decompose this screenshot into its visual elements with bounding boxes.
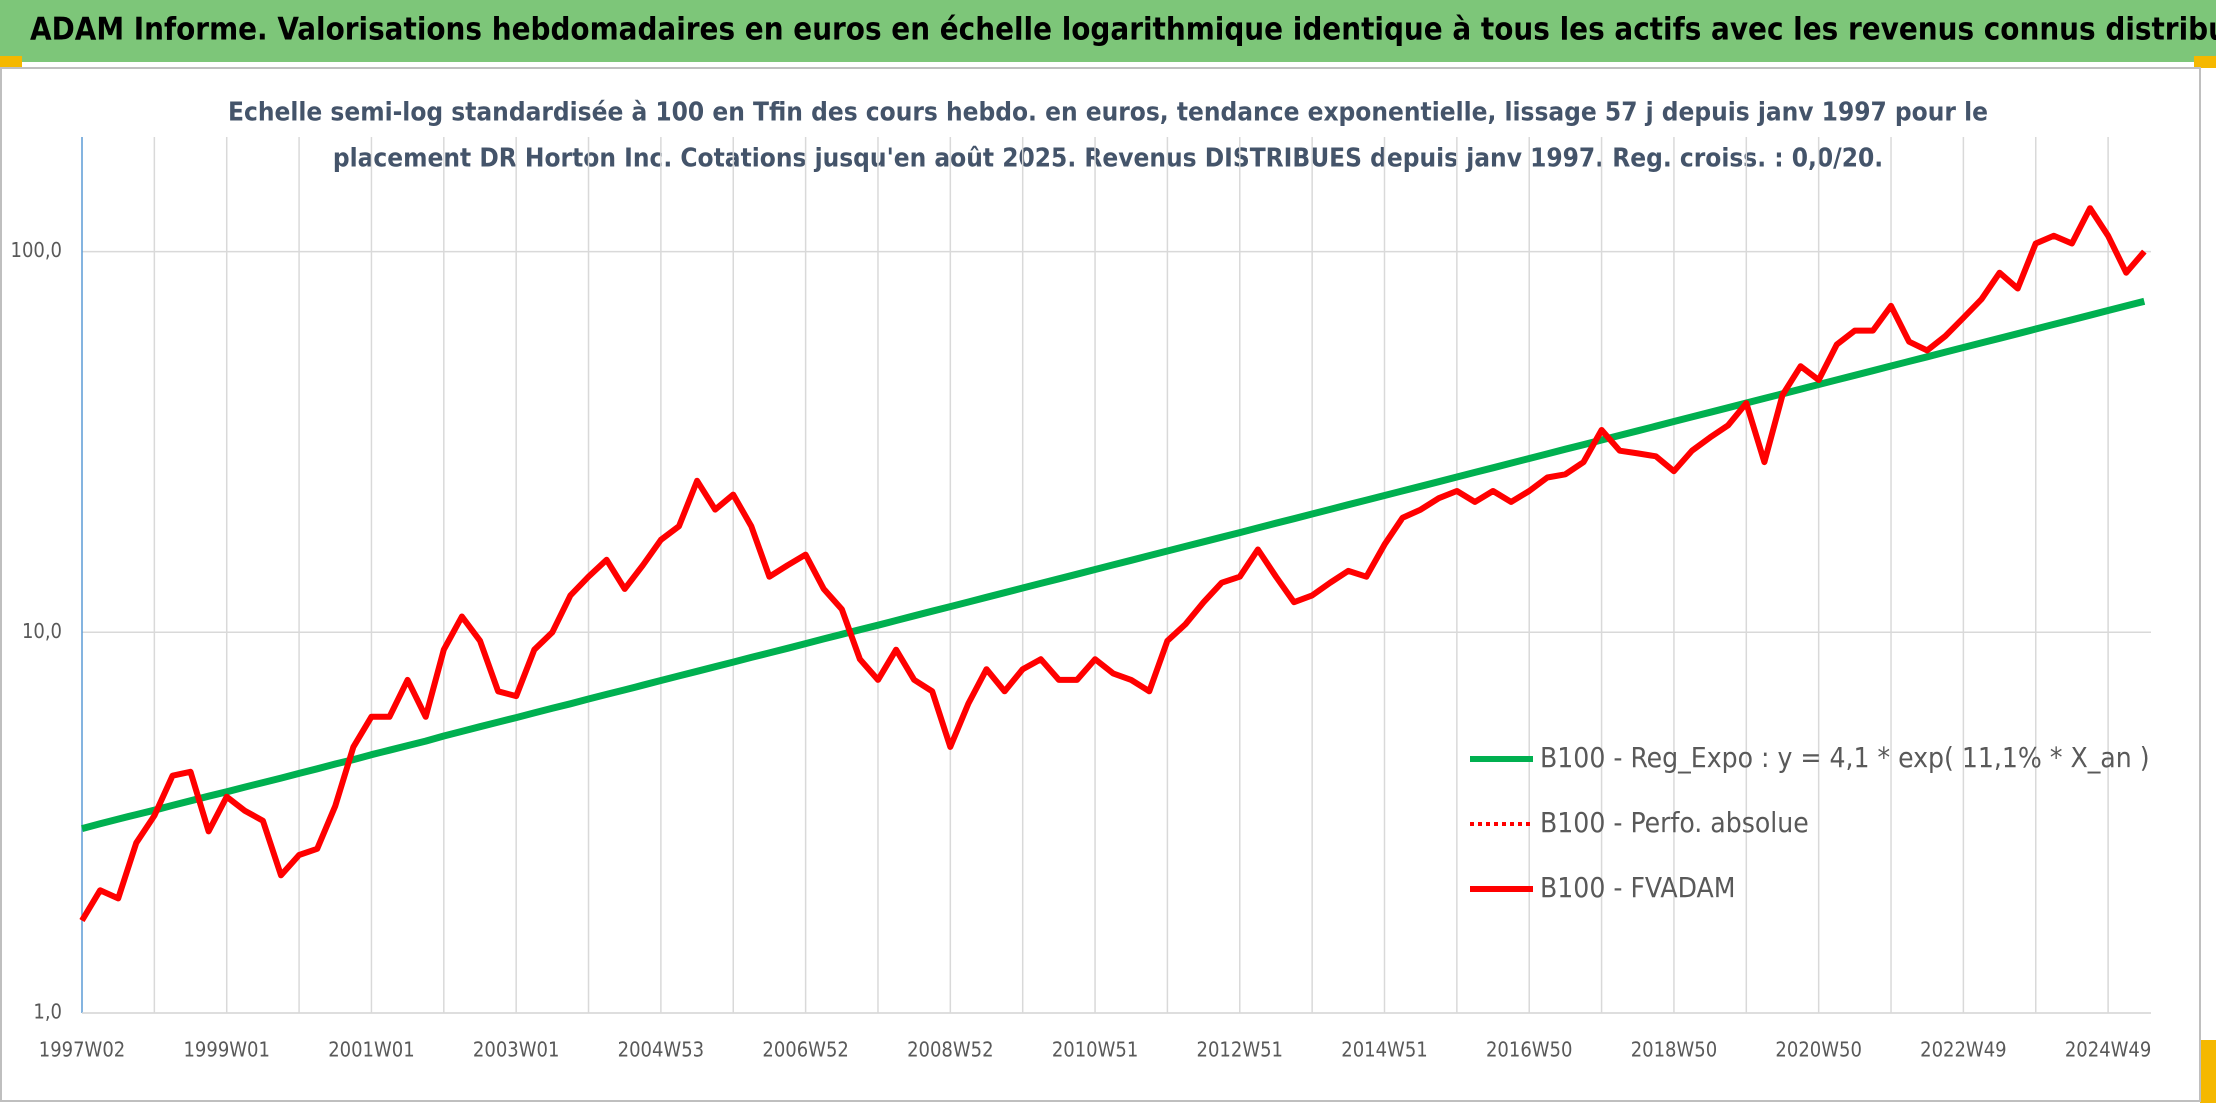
legend-label: B100 - FVADAM [1540, 871, 1735, 904]
corner-accent [0, 56, 22, 68]
x-tick-label: 2010W51 [1052, 1038, 1138, 1062]
x-tick-label: 2022W49 [1920, 1038, 2006, 1062]
x-tick-label: 2006W52 [762, 1038, 848, 1062]
x-tick-label: 2012W51 [1197, 1038, 1283, 1062]
x-tick-label: 2024W49 [2065, 1038, 2151, 1062]
x-tick-label: 2018W50 [1631, 1038, 1717, 1062]
series-line [79, 205, 2147, 923]
x-tick-label: 1999W01 [183, 1038, 269, 1062]
y-tick-label: 1,0 [33, 1000, 62, 1024]
header-bar [0, 0, 2216, 62]
legend-label: B100 - Reg_Expo : y = 4,1 * exp( 11,1% *… [1540, 741, 2150, 774]
x-tick-label: 2020W50 [1775, 1038, 1861, 1062]
x-tick-label: 2003W01 [473, 1038, 559, 1062]
chart-border [0, 67, 2201, 1102]
page-title: ADAM Informe. Valorisations hebdomadaire… [30, 12, 2216, 48]
series-line [81, 297, 2146, 832]
legend-label: B100 - Perfo. absolue [1540, 806, 1809, 839]
x-tick-label: 2014W51 [1341, 1038, 1427, 1062]
x-tick-label: 2016W50 [1486, 1038, 1572, 1062]
chart-subtitle: placement DR Horton Inc. Cotations jusqu… [333, 144, 1883, 174]
x-tick-label: 2008W52 [907, 1038, 993, 1062]
y-tick-label: 100,0 [11, 238, 63, 262]
chart-subtitle: Echelle semi-log standardisée à 100 en T… [228, 98, 1988, 128]
x-tick-label: 2001W01 [328, 1038, 414, 1062]
corner-accent [2194, 56, 2216, 68]
corner-accent [2200, 1040, 2216, 1103]
y-tick-label: 10,0 [22, 619, 62, 643]
x-tick-label: 2004W53 [618, 1038, 704, 1062]
x-tick-label: 1997W02 [39, 1038, 125, 1062]
